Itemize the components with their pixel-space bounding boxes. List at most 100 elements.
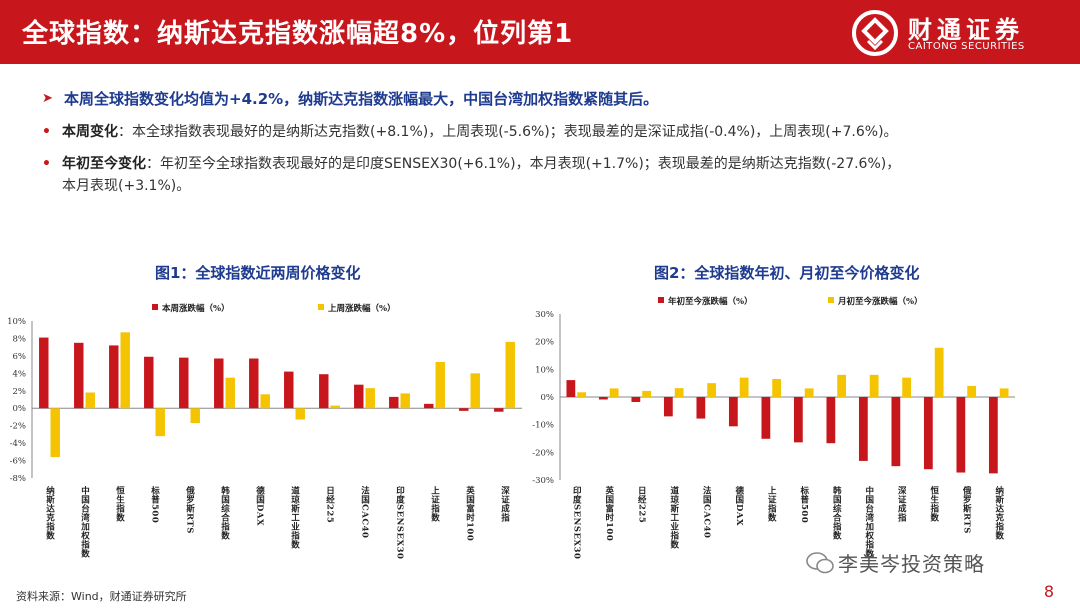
bar-series-2 xyxy=(190,408,200,424)
brand-name-en: CAITONG SECURITIES xyxy=(908,41,1025,52)
headline-text: 本周全球指数变化均值为+4.2%，纳斯达克指数涨幅最大，中国台湾加权指数紧随其后… xyxy=(64,90,659,108)
legend-swatch xyxy=(828,297,834,303)
bar-series-2 xyxy=(50,408,60,458)
y-tick-label: -4% xyxy=(10,439,26,449)
bar-series-2 xyxy=(837,374,847,397)
bar-series-1 xyxy=(728,397,738,427)
bar-series-1 xyxy=(424,403,434,409)
x-tick-label: 中国台湾加权指数 xyxy=(864,485,875,558)
brand-name-cn: 财通证券 xyxy=(908,16,1024,44)
bar-series-1 xyxy=(858,397,868,461)
weekly-lead: 本周变化 xyxy=(62,124,118,140)
bar-series-1 xyxy=(284,371,294,409)
legend-label: 上周涨跌幅（%） xyxy=(328,303,396,314)
bar-series-1 xyxy=(923,397,933,470)
bar-series-1 xyxy=(891,397,901,467)
y-tick-label: 20% xyxy=(535,338,554,348)
y-tick-label: 10% xyxy=(535,365,554,375)
ytd-text-2: 本月表现(+3.1%)。 xyxy=(62,178,191,194)
legend-swatch xyxy=(658,297,664,303)
bar-series-1 xyxy=(319,374,329,409)
bar-series-1 xyxy=(826,397,836,444)
x-tick-label: 标普500 xyxy=(150,485,161,523)
bar-series-1 xyxy=(761,397,771,439)
bar-series-2 xyxy=(739,377,749,397)
bar-series-2 xyxy=(505,341,515,409)
x-tick-label: 标普500 xyxy=(799,485,810,523)
arrow-bullet-icon: ➤ xyxy=(42,91,53,106)
bar-series-1 xyxy=(793,397,803,443)
x-tick-label: 英国富时100 xyxy=(465,485,476,541)
bar-series-2 xyxy=(225,377,235,409)
bar-series-2 xyxy=(85,392,95,409)
bar-series-2 xyxy=(400,393,410,409)
bar-series-1 xyxy=(179,357,189,409)
bar-series-1 xyxy=(631,397,641,402)
bar-series-1 xyxy=(598,397,608,400)
legend-swatch xyxy=(318,304,324,310)
data-source: 资料来源：Wind，财通证券研究所 xyxy=(16,590,187,603)
x-tick-label: 德国DAX xyxy=(734,485,744,526)
bar-series-2 xyxy=(155,408,165,437)
y-tick-label: 6% xyxy=(13,352,27,362)
x-tick-label: 上证指数 xyxy=(766,485,776,522)
x-tick-label: 韩国综合指数 xyxy=(220,485,231,540)
brand-block: 财通证券 CAITONG SECURITIES xyxy=(850,8,1050,58)
bar-series-2 xyxy=(999,388,1009,397)
figure-2-title: 图2：全球指数年初、月初至今价格变化 xyxy=(654,264,920,282)
bar-series-1 xyxy=(663,397,673,417)
bar-series-1 xyxy=(249,358,259,409)
bar-series-1 xyxy=(214,358,224,409)
y-tick-label: 4% xyxy=(13,369,27,379)
x-tick-label: 深证成指 xyxy=(896,485,906,522)
x-tick-label: 日经225 xyxy=(636,486,646,523)
watermark-text: 李美岑投资策略 xyxy=(838,552,985,576)
bar-series-1 xyxy=(956,397,966,473)
page-title: 全球指数：纳斯达克指数涨幅超8%，位列第1 xyxy=(22,19,574,49)
bar-series-2 xyxy=(295,408,305,420)
ytd-bullet: • 年初至今变化：年初至今全球指数表现最好的是印度SENSEX30(+6.1%)… xyxy=(42,153,1052,197)
bar-series-1 xyxy=(696,397,706,419)
weekly-text: ：本全球指数表现最好的是纳斯达克指数(+8.1%)，上周表现(-5.6%)；表现… xyxy=(118,124,898,140)
watermark: 李美岑投资策略 xyxy=(806,548,1046,578)
bar-series-2 xyxy=(674,388,684,397)
x-tick-label: 俄罗斯RTS xyxy=(961,485,972,533)
bar-series-1 xyxy=(988,397,998,474)
bar-series-1 xyxy=(566,380,576,397)
bar-series-1 xyxy=(494,408,504,412)
y-tick-label: 10% xyxy=(7,317,26,327)
bar-series-1 xyxy=(109,345,119,409)
legend-label: 年初至今涨跌幅（%） xyxy=(668,296,753,307)
y-tick-label: 30% xyxy=(535,310,554,320)
legend-swatch xyxy=(152,304,158,310)
bar-series-2 xyxy=(365,388,375,409)
bar-series-2 xyxy=(120,332,130,409)
x-tick-label: 中国台湾加权指数 xyxy=(80,485,91,558)
x-tick-label: 英国富时100 xyxy=(604,485,615,541)
bar-series-2 xyxy=(642,390,652,397)
caitong-logo-icon xyxy=(852,10,898,56)
headline-bullet: ➤ 本周全球指数变化均值为+4.2%，纳斯达克指数涨幅最大，中国台湾加权指数紧随… xyxy=(42,88,1052,110)
ytd-lead: 年初至今变化 xyxy=(62,156,146,172)
title-banner: 全球指数：纳斯达克指数涨幅超8%，位列第1 财通证券 CAITONG SECUR… xyxy=(0,0,1080,64)
x-tick-label: 深证成指 xyxy=(500,485,510,522)
x-tick-label: 道琼斯工业指数 xyxy=(290,485,300,549)
bar-series-2 xyxy=(934,347,944,397)
x-tick-label: 德国DAX xyxy=(255,485,265,526)
y-tick-label: -2% xyxy=(10,422,26,432)
x-tick-label: 印度SENSEX30 xyxy=(571,485,581,559)
figure-1-title: 图1：全球指数近两周价格变化 xyxy=(155,264,361,282)
bar-series-1 xyxy=(354,384,364,409)
x-tick-label: 俄罗斯RTS xyxy=(185,485,196,533)
ytd-text-1: ：年初至今全球指数表现最好的是印度SENSEX30(+6.1%)，本月表现(+1… xyxy=(146,156,901,172)
x-tick-label: 印度SENSEX30 xyxy=(395,485,405,559)
x-tick-label: 法国CAC40 xyxy=(701,485,711,538)
bar-series-2 xyxy=(330,405,340,409)
bar-series-1 xyxy=(144,356,154,409)
bar-series-2 xyxy=(577,392,587,397)
x-tick-label: 道琼斯工业指数 xyxy=(669,485,679,549)
legend-label: 本周涨跌幅（%） xyxy=(162,303,230,314)
y-tick-label: 2% xyxy=(13,387,27,397)
weekly-bullet: • 本周变化：本全球指数表现最好的是纳斯达克指数(+8.1%)，上周表现(-5.… xyxy=(42,121,1052,143)
bar-series-2 xyxy=(260,394,270,409)
